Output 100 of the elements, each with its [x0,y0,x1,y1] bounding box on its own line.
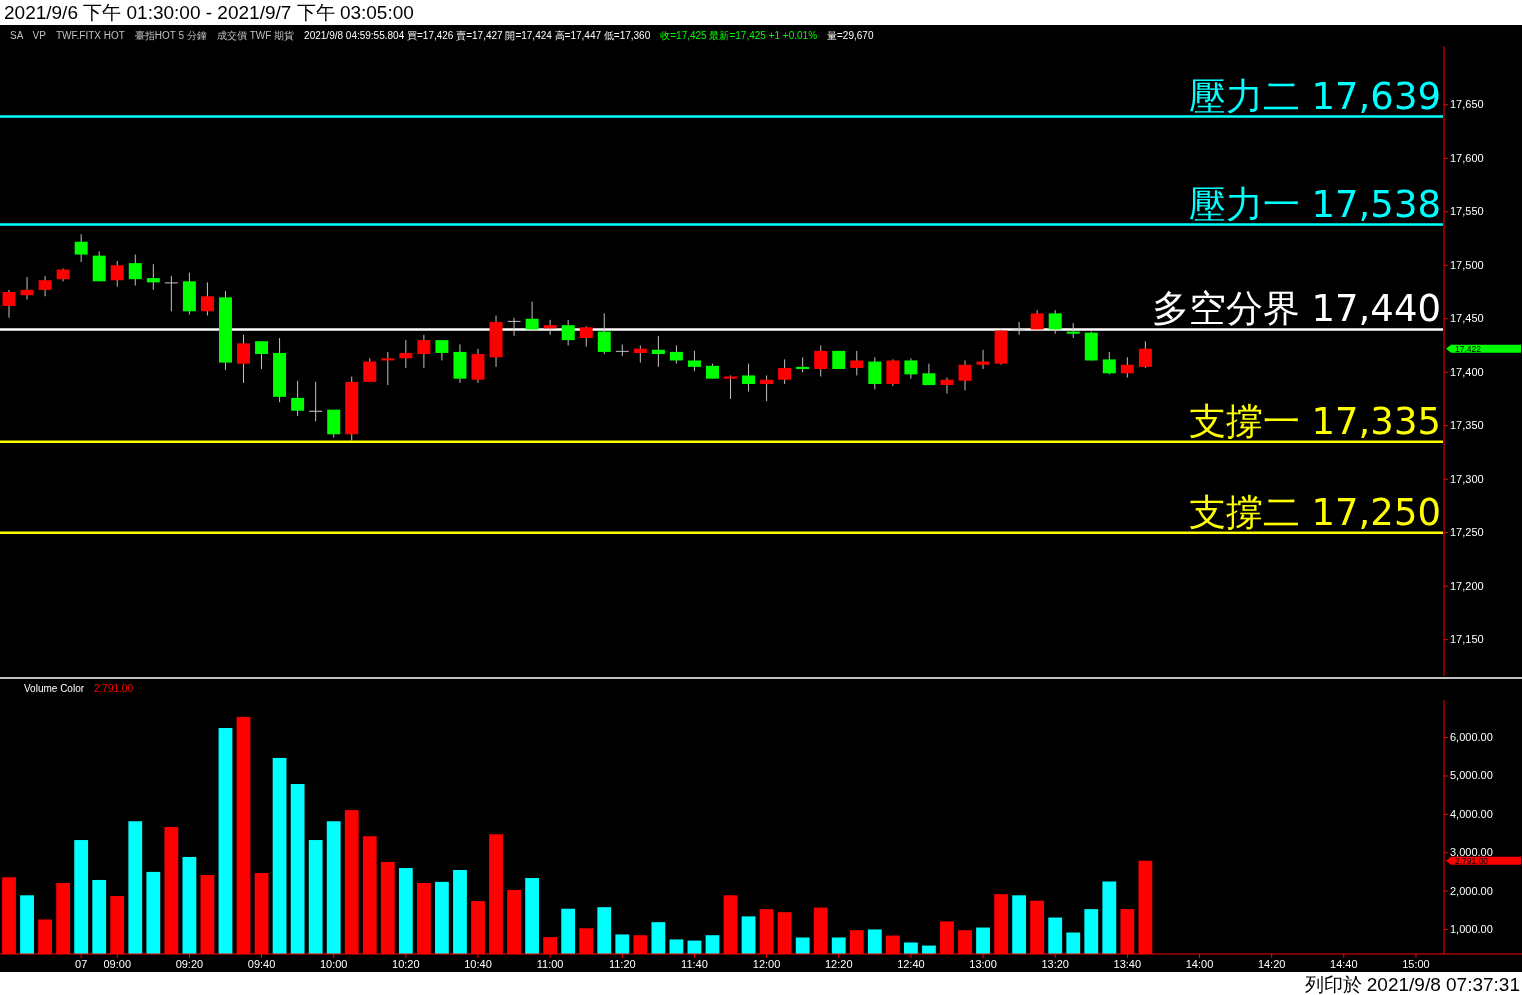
ref-line-label: 壓力一 17,538 [1188,182,1441,226]
candlestick [940,377,954,395]
candlestick [128,254,142,287]
candlestick [74,233,88,263]
y-tick-label: 17,600 [1450,151,1484,164]
y-tick-label: 5,000.00 [1450,769,1493,782]
x-tick-label: 15:00 [1402,958,1430,970]
candlestick [669,344,683,365]
candlestick [20,276,34,300]
x-tick-label: 14:40 [1330,958,1358,970]
candlestick [38,275,52,297]
candlestick [237,334,250,384]
y-tick-label: 17,650 [1450,98,1484,111]
candlestick [435,339,449,361]
candlestick [164,275,178,312]
text: TWF.FITX HOT [55,30,125,41]
x-tick-label: 12:40 [897,958,925,970]
candlestick [110,260,124,288]
text: 17,422 [1455,343,1482,354]
ref-line-label: 多空分界 17,440 [1151,287,1441,331]
x-tick-label: 13:00 [969,958,997,970]
candlestick [958,359,972,391]
candlestick [543,319,557,336]
candlestick [1012,321,1026,336]
x-tick-label: 14:00 [1185,958,1214,970]
x-tick-label: 09:20 [175,958,204,970]
candlestick [417,334,431,369]
candlestick [597,312,611,355]
x-tick-label: 09:40 [247,958,276,970]
chart-title: 2021/9/6 下午 01:30:00 - 2021/9/7 下午 03:05:00 [4,2,414,23]
candlestick [724,374,738,400]
candlestick [146,263,160,291]
candlestick [200,281,214,317]
y-tick-label: 17,200 [1450,579,1484,592]
x-tick-label: 12:20 [824,958,853,970]
y-tick-label: 17,350 [1450,419,1484,432]
text: 成交價 TWF 期貨 [216,30,295,41]
candlestick [1102,351,1116,375]
candlestick [904,357,918,380]
candlestick [651,335,665,368]
candlestick [561,319,575,346]
x-tick-label: 14:20 [1257,958,1286,970]
ref-line-label: 支撐二 17,250 [1188,490,1441,534]
text: 列印於 2021/9/8 07:37:31 [1304,974,1520,995]
y-tick-label: 17,450 [1450,312,1484,325]
candlestick [868,356,882,390]
text: 量=29,670 [827,30,874,41]
candlestick [291,380,305,417]
text: 2,791.00 [94,683,134,694]
x-tick-label: 09:00 [103,958,132,970]
y-tick-label: 3,000.00 [1450,846,1493,859]
candlestick [579,325,593,348]
candlestick [255,340,269,370]
candlestick [615,343,629,357]
x-tick-label: 13:20 [1041,958,1069,970]
y-tick-label: 17,250 [1450,526,1484,539]
x-tick-label: 12:00 [752,958,781,970]
candlestick [814,344,828,378]
ref-line-label: 支撐一 17,335 [1188,399,1441,443]
x-tick-label: 11:00 [536,958,564,970]
candlestick [363,357,377,383]
candlestick [1138,340,1152,369]
y-tick-label: 17,150 [1450,633,1484,646]
candlestick [886,358,900,387]
ref-line-label: 壓力二 17,639 [1188,74,1441,118]
x-tick-label: 10:40 [464,958,492,970]
candlestick [399,339,413,369]
y-tick-label: 17,300 [1450,472,1484,485]
text: 2021/9/8 04:59:55.804 買=17,426 賣=17,427 開=17,424 高=17,447 低=17,360 [304,30,651,41]
text: VP [32,30,47,41]
candlestick [1048,309,1062,335]
candlestick [850,350,864,376]
x-tick-label: 11:40 [681,958,708,970]
y-tick-label: 2,000.00 [1450,884,1493,897]
y-tick-label: 17,500 [1450,258,1484,271]
x-tick-label: 07 [75,958,88,970]
y-tick-label: 17,550 [1450,205,1484,218]
y-tick-label: 6,000.00 [1450,731,1493,744]
text: Volume Color [24,683,85,694]
candlestick [742,363,756,392]
y-tick-label: 4,000.00 [1450,807,1493,820]
y-tick-label: 17,400 [1450,365,1484,378]
x-tick-label: 11:20 [608,958,636,970]
text: SA [10,30,24,41]
candlestick [381,351,395,386]
candlestick [2,289,16,319]
x-tick-label: 10:20 [392,958,420,970]
candlestick [976,349,990,370]
text: 收=17,425 最新=17,425 +1 +0.01% [660,30,818,41]
candlestick [507,317,521,337]
candlestick [778,358,792,385]
candlestick [760,374,774,402]
candlestick [687,350,701,372]
x-tick-label: 13:40 [1113,958,1142,970]
x-tick-label: 10:00 [319,958,348,970]
y-tick-label: 1,000.00 [1450,922,1493,935]
text: 臺指HOT 5 分鐘 [134,30,207,41]
candlestick [1120,356,1134,379]
candlestick [525,301,539,330]
candlestick [309,381,323,422]
